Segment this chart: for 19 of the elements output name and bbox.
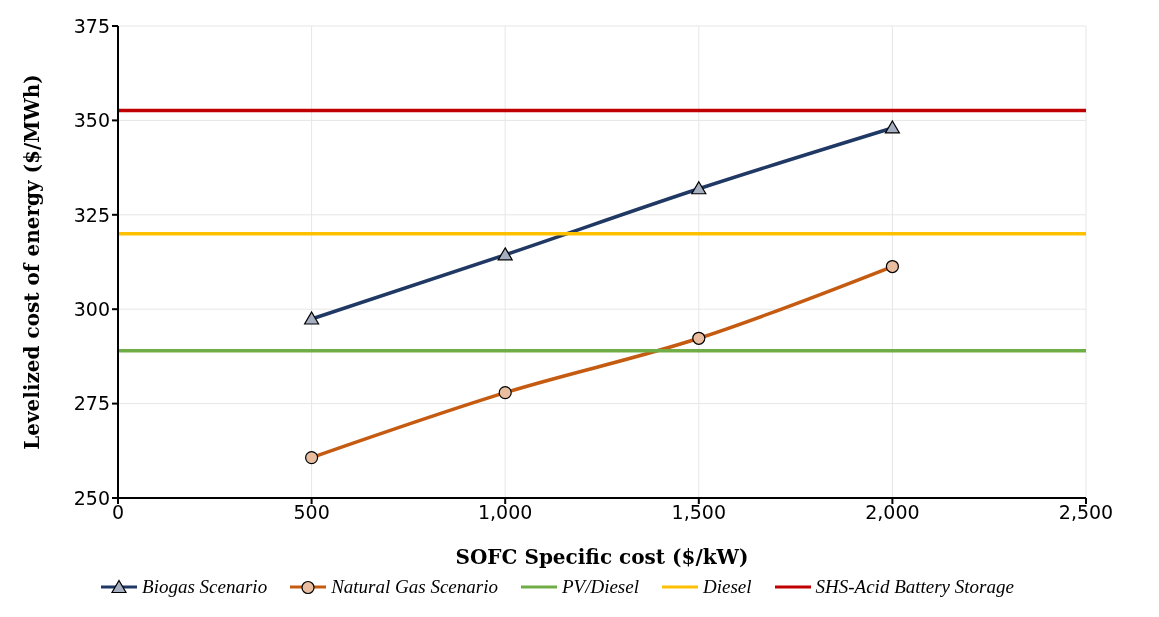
x-tick-label: 0 [111, 501, 125, 524]
x-tick-label: 1,500 [671, 501, 726, 524]
y-tick-label: 325 [73, 203, 110, 226]
legend-label: Natural Gas Scenario [331, 576, 498, 598]
legend-label: Diesel [702, 576, 752, 598]
legend-label: SHS-Acid Battery Storage [815, 576, 1014, 598]
y-tick-label: 250 [73, 486, 110, 509]
y-axis-title: Levelized cost of energy ($/MWh) [20, 74, 45, 450]
y-tick-label: 300 [73, 297, 110, 320]
y-tick-label: 350 [73, 109, 110, 132]
y-tick-label: 275 [73, 392, 110, 415]
x-axis-title: SOFC Specific cost ($/kW) [455, 545, 749, 569]
y-tick-label: 375 [73, 14, 110, 37]
x-tick-label: 2,500 [1058, 501, 1114, 524]
x-tick-label: 1,000 [478, 501, 533, 524]
x-tick-label: 500 [293, 501, 330, 524]
legend-label: PV/Diesel [561, 576, 639, 598]
x-tick-label: 2,000 [865, 501, 920, 524]
legend-label: Biogas Scenario [142, 576, 268, 598]
